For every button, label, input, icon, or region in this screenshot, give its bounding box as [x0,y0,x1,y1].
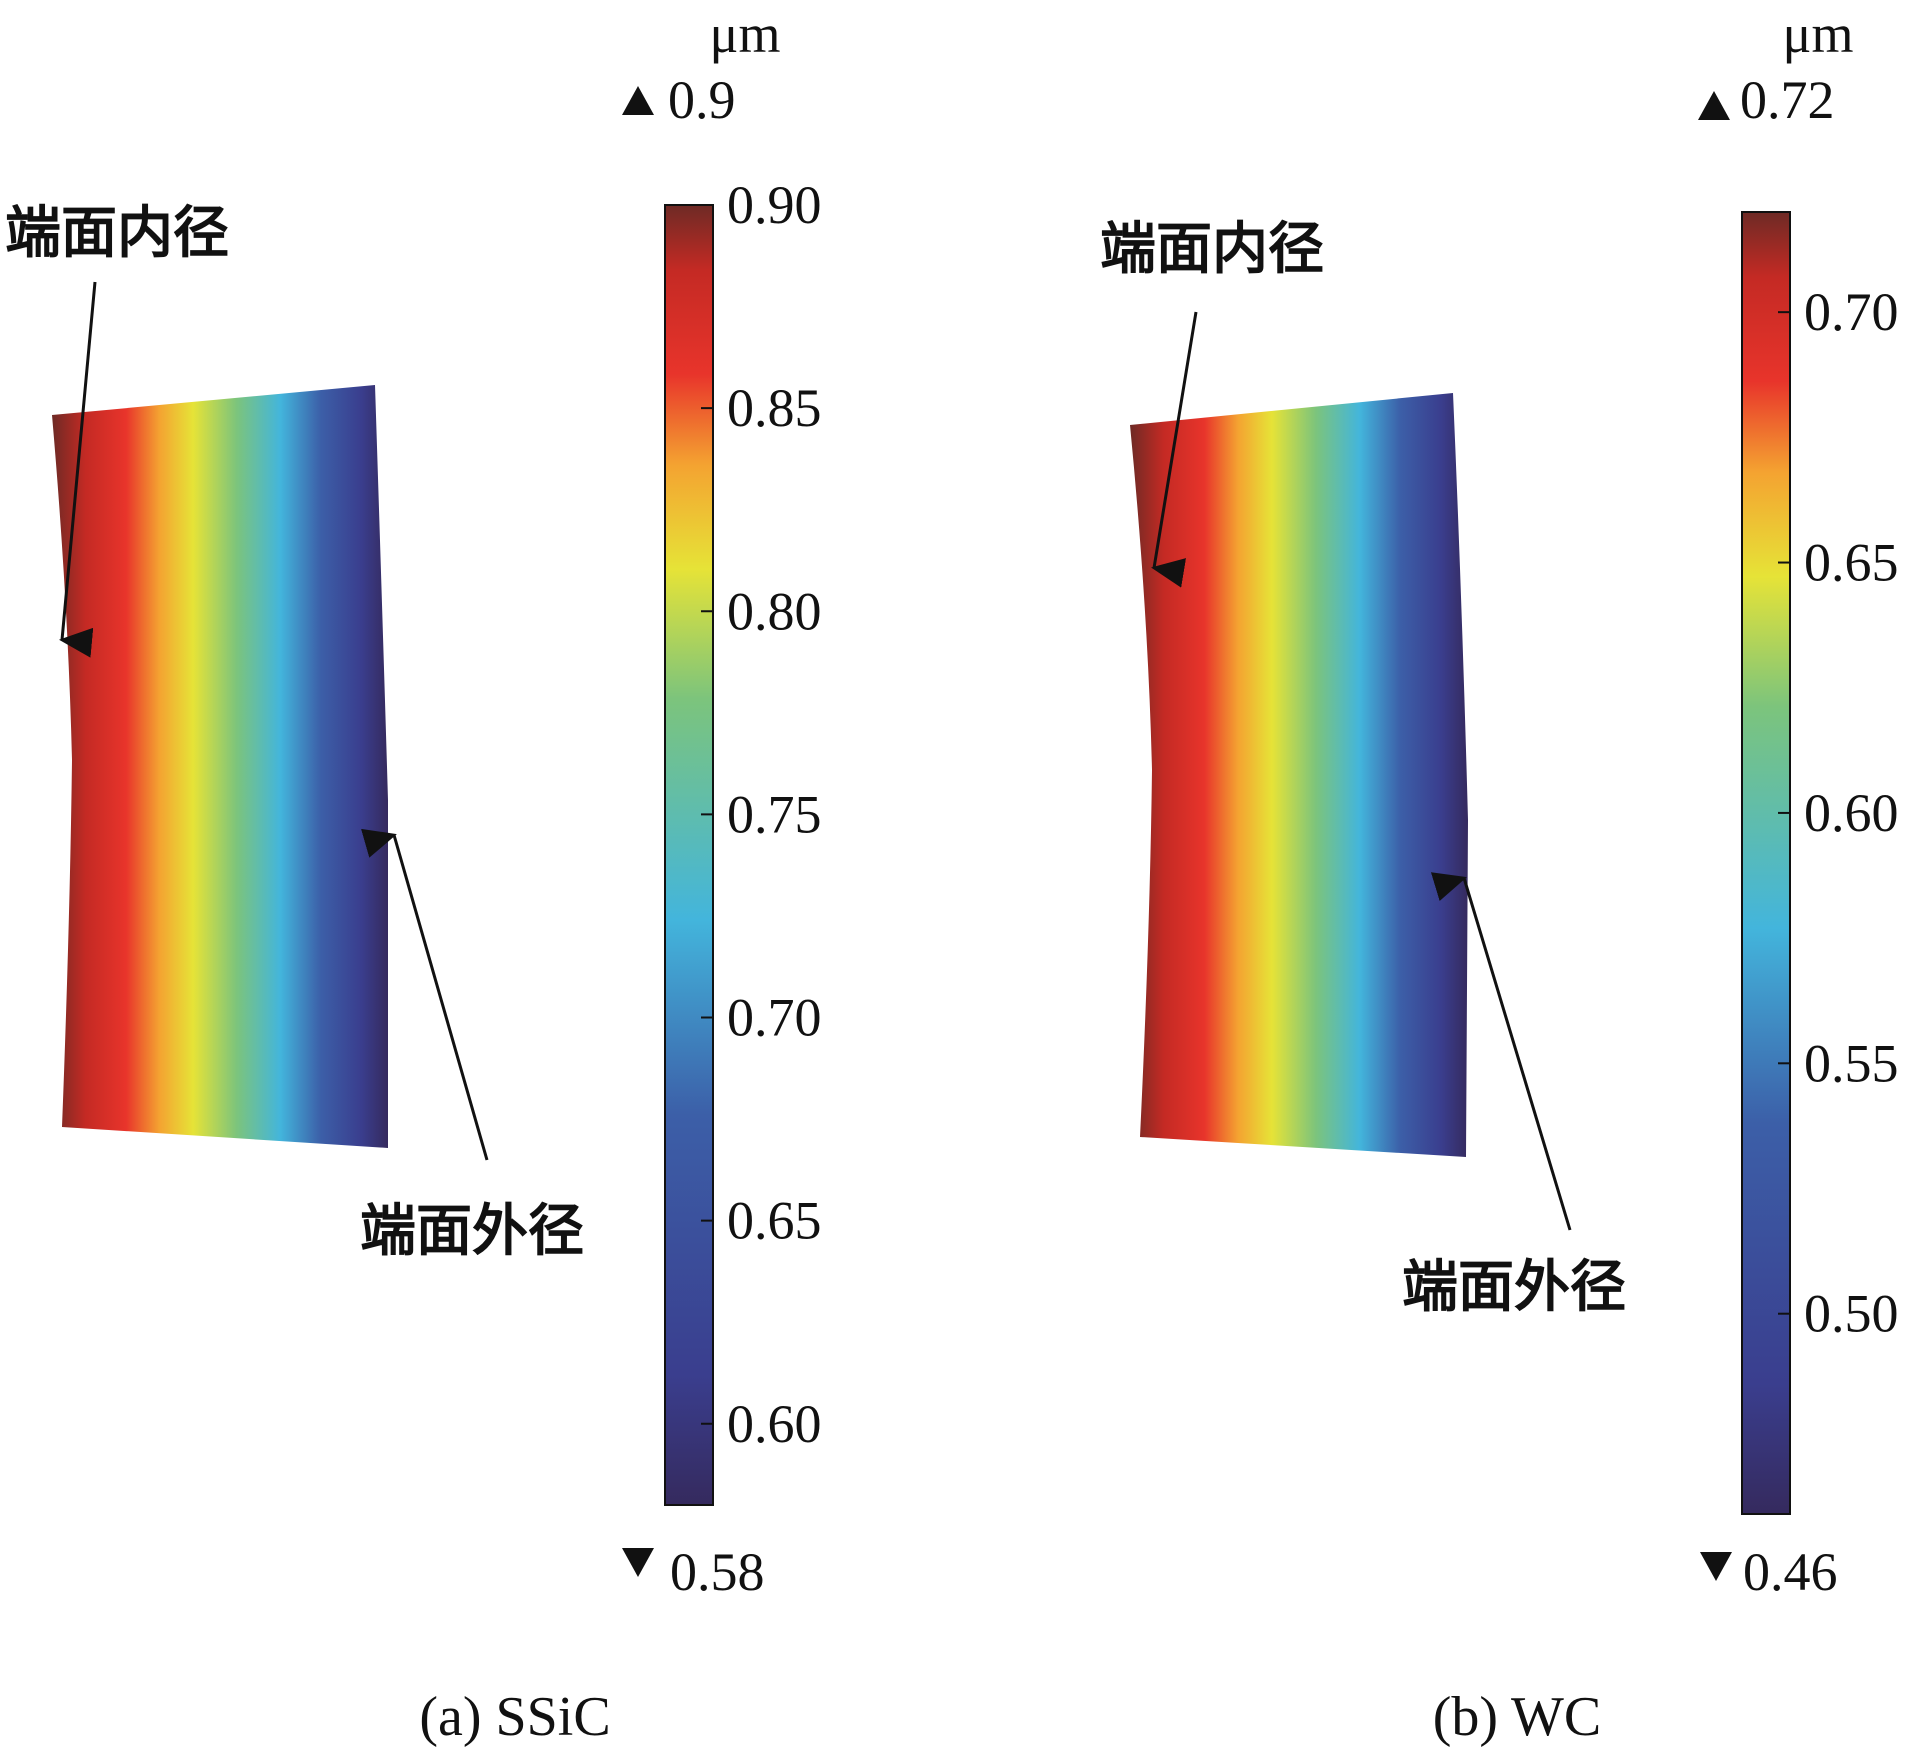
panel-b-colorbar-tick-label: 0.55 [1804,1033,1899,1093]
panel-b-arrow-outer [1430,872,1572,1231]
panel-a-colorbar-ticks: 0.90 0.85 0.80 0.75 0.70 0.65 0.60 [701,175,822,1454]
panel-b-colorbar-tick-label: 0.70 [1804,282,1899,342]
panel-a-arrow-inner [59,281,97,658]
panel-b-face-field [1130,393,1468,1157]
panel-a-colorbar-tick-label: 0.60 [727,1394,822,1454]
panel-b-max-label: 0.72 [1740,70,1835,130]
panel-b-min-marker-icon [1700,1552,1732,1581]
panel-a-colorbar-tick-label: 0.80 [727,581,822,641]
panel-a-caption: (a) SSiC [419,1686,610,1748]
panel-b-unit: μm [1783,4,1854,64]
panel-a-label-inner-diameter: 端面内径 [5,201,229,266]
panel-a-max-marker-icon [622,86,654,115]
panel-b-colorbar-tick-label: 0.50 [1804,1284,1899,1344]
panel-a-colorbar-tick-label: 0.75 [727,784,822,844]
panel-a-min-marker-icon [622,1548,654,1577]
panel-b-label-outer-diameter: 端面外径 [1402,1255,1626,1320]
panel-b-max-marker-icon [1698,91,1730,120]
panel-a-colorbar-tick-label: 0.70 [727,988,822,1048]
panel-b-colorbar-tick-label: 0.60 [1804,783,1899,843]
panel-b-colorbar-tick-label: 0.65 [1804,533,1899,593]
panel-b-colorbar [1741,211,1791,1515]
panel-b-arrow-inner [1151,311,1198,588]
panel-b-caption: (b) WC [1433,1686,1602,1748]
panel-a-colorbar-tick-label: 0.65 [727,1191,822,1251]
panel-a-label-outer-diameter: 端面外径 [360,1199,584,1264]
panel-a-unit: μm [710,4,781,64]
panel-a: 端面内径 端面外径 μm 0.9 0.90 0.85 0.80 0.75 0.70 0.6… [5,4,822,1748]
panel-b: 端面内径 端面外径 μm 0.72 0.70 0.65 0.60 0.55 0.50 0… [1100,4,1899,1748]
panel-b-colorbar-ticks: 0.70 0.65 0.60 0.55 0.50 [1778,282,1899,1344]
panel-a-arrow-outer [361,828,489,1161]
panel-a-face-field [52,385,388,1148]
panel-a-colorbar [664,204,714,1506]
panel-a-colorbar-tick-label: 0.85 [727,378,822,438]
panel-a-min-label: 0.58 [670,1542,765,1602]
panel-b-label-inner-diameter: 端面内径 [1100,217,1324,282]
panel-b-min-label: 0.46 [1743,1542,1838,1602]
panel-a-colorbar-tick-label: 0.90 [727,175,822,235]
panel-a-max-label: 0.9 [668,70,736,130]
